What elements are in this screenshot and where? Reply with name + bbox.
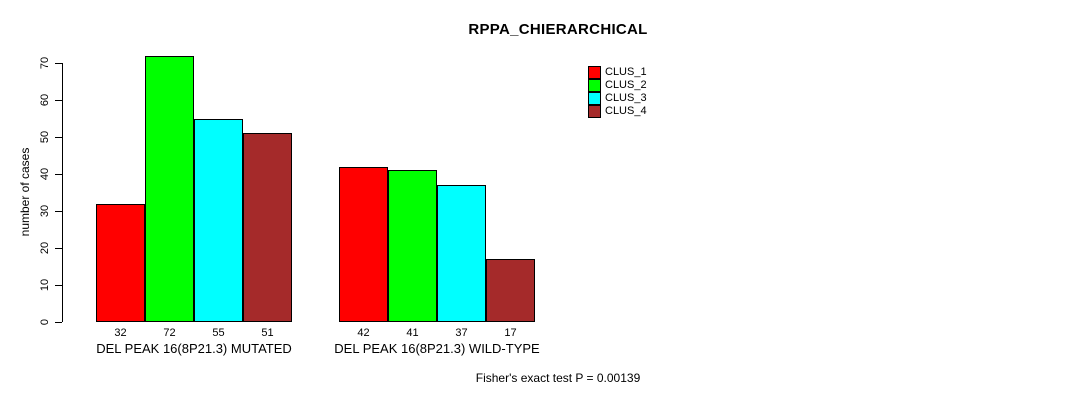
y-axis-tick xyxy=(55,99,62,101)
bar-value-label: 51 xyxy=(261,327,274,339)
y-axis-tick-label: 30 xyxy=(39,204,51,218)
y-axis-tick-label: 20 xyxy=(39,241,51,255)
y-axis-tick xyxy=(55,321,62,323)
legend-swatch xyxy=(588,79,601,92)
y-axis-label: number of cases xyxy=(18,147,32,237)
chart-title: RPPA_CHIERARCHICAL xyxy=(468,21,648,38)
legend-swatch xyxy=(588,105,601,118)
y-axis-tick-label: 60 xyxy=(39,93,51,107)
legend-label: CLUS_4 xyxy=(605,105,647,117)
bar-value-label: 72 xyxy=(163,327,176,339)
legend: CLUS_1 CLUS_2 CLUS_3 CLUS_4 xyxy=(588,66,647,118)
bar-clus_2-group2 xyxy=(388,170,437,322)
bar-value-label: 55 xyxy=(212,327,225,339)
y-axis-tick xyxy=(55,247,62,249)
y-axis-tick xyxy=(55,136,62,138)
legend-item: CLUS_1 xyxy=(588,66,647,79)
legend-item: CLUS_4 xyxy=(588,105,647,118)
legend-swatch xyxy=(588,92,601,105)
bar-clus_1-group1 xyxy=(96,203,145,322)
y-axis-tick-label: 0 xyxy=(39,318,51,326)
legend-item: CLUS_2 xyxy=(588,79,647,92)
bar-value-label: 37 xyxy=(455,327,468,339)
y-axis-tick-label: 40 xyxy=(39,167,51,181)
y-axis-tick-label: 70 xyxy=(39,56,51,70)
bar-value-label: 41 xyxy=(406,327,419,339)
bar-value-label: 42 xyxy=(357,327,370,339)
bar-clus_3-group2 xyxy=(437,185,486,322)
legend-item: CLUS_3 xyxy=(588,92,647,105)
legend-label: CLUS_2 xyxy=(605,79,647,91)
bar-clus_1-group2 xyxy=(339,166,388,322)
bar-clus_3-group1 xyxy=(194,118,243,322)
statistics-annotation: Fisher's exact test P = 0.00139 xyxy=(475,371,641,385)
bar-clus_2-group1 xyxy=(145,55,194,322)
legend-label: CLUS_3 xyxy=(605,92,647,104)
y-axis-tick xyxy=(55,284,62,286)
y-axis-tick xyxy=(55,173,62,175)
legend-swatch xyxy=(588,66,601,79)
x-axis-group-label: DEL PEAK 16(8P21.3) MUTATED xyxy=(96,341,292,356)
bar-clus_4-group2 xyxy=(486,259,535,322)
x-axis-group-label: DEL PEAK 16(8P21.3) WILD-TYPE xyxy=(334,341,540,356)
y-axis-tick xyxy=(55,62,62,64)
y-axis-tick-label: 10 xyxy=(39,278,51,292)
y-axis-line xyxy=(62,63,63,322)
bar-value-label: 17 xyxy=(504,327,517,339)
y-axis-tick xyxy=(55,210,62,212)
y-axis-tick-label: 50 xyxy=(39,130,51,144)
legend-label: CLUS_1 xyxy=(605,66,647,78)
bar-value-label: 32 xyxy=(114,327,127,339)
bar-clus_4-group1 xyxy=(243,133,292,322)
